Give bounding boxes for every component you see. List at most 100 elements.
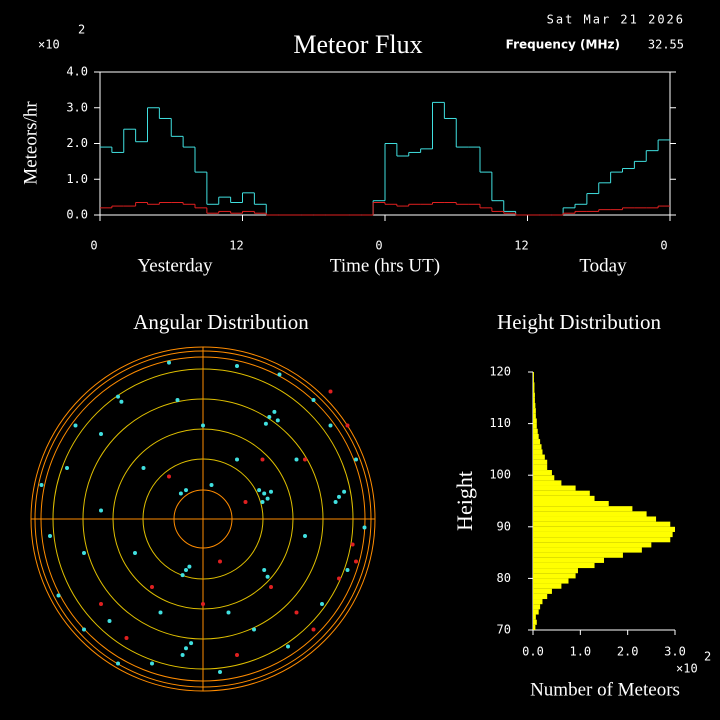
meteor-point — [175, 398, 180, 402]
meteor-point — [294, 457, 299, 462]
meteor-point — [303, 457, 307, 462]
meteor-point — [311, 627, 316, 632]
polar-grid — [30, 346, 376, 692]
meteor-point — [107, 619, 112, 623]
meteor-point — [209, 483, 214, 487]
x-tick-label: 0 — [90, 239, 97, 253]
bar — [533, 439, 541, 445]
multiplier-exp: 2 — [78, 23, 85, 37]
meteor-point — [345, 568, 350, 572]
meteor-point — [337, 494, 341, 499]
meteor-point — [133, 551, 137, 555]
meteor-point — [303, 534, 307, 538]
meteor-point — [337, 576, 341, 581]
meteor-point — [226, 610, 231, 615]
meteor-point — [119, 399, 124, 404]
bar — [533, 583, 562, 589]
bar — [533, 418, 537, 424]
y-tick-label: 100 — [489, 468, 511, 482]
multiplier: ×10 — [676, 662, 698, 676]
meteor-point — [178, 491, 183, 496]
bar — [533, 480, 562, 486]
meteor-point — [167, 360, 171, 365]
bar — [533, 372, 534, 378]
bar — [533, 387, 535, 393]
meteor-point — [277, 372, 282, 377]
bar — [533, 454, 545, 460]
bar — [533, 470, 552, 476]
meteor-point — [269, 489, 273, 494]
meteor-point — [354, 559, 358, 564]
x-tick-label: 12 — [229, 239, 243, 253]
meteor-point — [56, 593, 61, 598]
bar — [533, 599, 543, 605]
meteor-point — [267, 415, 272, 419]
meteor-point — [218, 670, 222, 674]
meteor-point — [294, 610, 299, 615]
meteor-point — [150, 585, 154, 589]
meteor-point — [201, 423, 205, 428]
y-axis-label: Meteors/hr — [20, 101, 41, 185]
multiplier-exp: 2 — [704, 650, 711, 664]
meteor-point — [184, 568, 188, 572]
bar — [533, 619, 537, 625]
bar — [533, 604, 541, 610]
meteor-point — [150, 661, 154, 666]
histogram-title: Height Distribution — [497, 310, 661, 334]
bar — [533, 568, 578, 574]
bar — [533, 397, 535, 403]
meteor-point — [218, 559, 222, 564]
meteor-point — [65, 466, 69, 470]
meteor-point — [345, 423, 350, 428]
meteor-point — [252, 627, 256, 632]
y-tick-label: 90 — [497, 519, 511, 533]
bar — [533, 377, 534, 383]
date: Sat Mar 21 2026 — [547, 13, 685, 27]
bar — [533, 552, 623, 558]
bar — [533, 593, 548, 600]
bar — [533, 490, 590, 496]
meteor-point — [269, 585, 273, 589]
bar — [533, 537, 671, 543]
bar — [533, 428, 538, 434]
meteor-point — [342, 489, 347, 494]
meteor-point — [116, 661, 120, 666]
polar-title: Angular Distribution — [133, 310, 309, 334]
meteor-point — [350, 542, 355, 547]
meteor-point — [286, 644, 290, 649]
bar — [533, 526, 675, 532]
x-tick-label: 2.0 — [617, 645, 639, 659]
y-tick-label: 3.0 — [66, 100, 88, 114]
x-right-label: Today — [579, 255, 627, 276]
bar — [533, 459, 548, 465]
bar — [533, 475, 555, 481]
bar — [533, 402, 536, 409]
bar — [533, 521, 671, 527]
bar — [533, 516, 657, 522]
meteor-point — [262, 568, 267, 572]
bar — [533, 531, 673, 538]
meteor-point — [362, 525, 367, 530]
meteor-point — [167, 474, 171, 479]
height-axis-label: Height — [452, 471, 477, 531]
bar — [533, 578, 569, 584]
bar — [533, 501, 609, 507]
meteor-point — [187, 564, 192, 569]
meteor-point — [328, 389, 333, 394]
bar — [533, 392, 535, 398]
meteor-point — [99, 602, 103, 606]
meteor-point — [180, 653, 185, 657]
meteor-point — [158, 610, 163, 615]
meteor-point — [265, 574, 270, 579]
meteor-point — [48, 534, 52, 538]
meteor-point — [275, 418, 280, 423]
bar — [533, 542, 652, 548]
meteor-point — [82, 627, 86, 632]
y-tick-label: 1.0 — [66, 172, 88, 186]
meteor-point — [235, 457, 239, 462]
bar — [533, 464, 548, 471]
meteor-point — [354, 457, 358, 462]
